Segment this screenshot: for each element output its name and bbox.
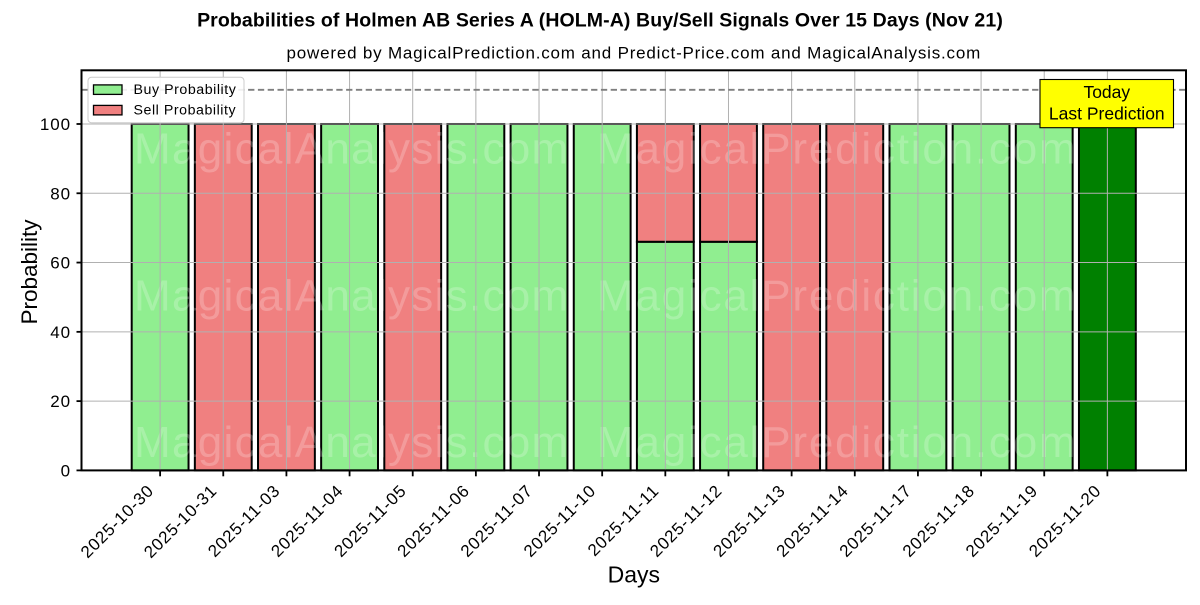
svg-text:100: 100 <box>40 115 71 134</box>
svg-text:MagicalAnalysis.com: MagicalAnalysis.com <box>134 272 570 321</box>
svg-text:40: 40 <box>50 323 71 342</box>
svg-text:Sell Probability: Sell Probability <box>134 103 237 119</box>
svg-text:Last Prediction: Last Prediction <box>1049 103 1165 123</box>
svg-text:20: 20 <box>50 392 71 411</box>
svg-text:Days: Days <box>608 562 660 588</box>
svg-text:MagicalPrediction.com: MagicalPrediction.com <box>597 272 1077 321</box>
svg-text:80: 80 <box>50 184 71 203</box>
svg-text:MagicalPrediction.com: MagicalPrediction.com <box>597 125 1077 174</box>
svg-text:Buy Probability: Buy Probability <box>134 82 237 98</box>
svg-text:MagicalAnalysis.com: MagicalAnalysis.com <box>134 418 570 467</box>
svg-text:0: 0 <box>61 461 71 480</box>
svg-text:Probabilities of Holmen AB Ser: Probabilities of Holmen AB Series A (HOL… <box>197 10 1003 32</box>
svg-text:MagicalPrediction.com: MagicalPrediction.com <box>597 418 1077 467</box>
svg-text:MagicalAnalysis.com: MagicalAnalysis.com <box>134 125 570 174</box>
svg-text:60: 60 <box>50 254 71 273</box>
svg-text:powered by MagicalPrediction.c: powered by MagicalPrediction.com and Pre… <box>287 44 982 63</box>
svg-text:Today: Today <box>1083 82 1130 102</box>
svg-text:Probability: Probability <box>17 219 42 325</box>
